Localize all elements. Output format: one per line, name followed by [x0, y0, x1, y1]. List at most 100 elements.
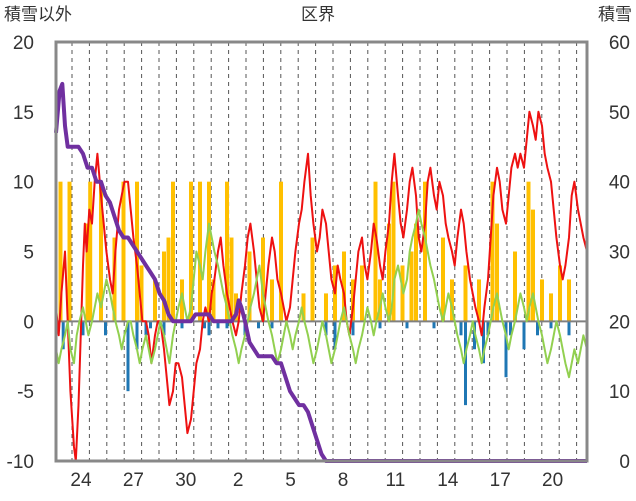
bar-yellow: [189, 181, 193, 322]
bar-yellow: [558, 265, 562, 322]
series-lines: [54, 81, 588, 463]
bar-yellow: [490, 181, 495, 322]
y-right-tick-label: 10: [609, 382, 630, 403]
bar-blue: [81, 321, 85, 336]
bar-yellow: [301, 293, 306, 322]
bar-blue: [405, 321, 409, 329]
x-tick-label: 8: [338, 470, 349, 491]
bar-yellow: [540, 279, 544, 322]
bar-yellow: [207, 181, 211, 322]
y-right-tick-label: 60: [609, 33, 630, 54]
bar-yellow: [495, 223, 499, 322]
bar-yellow: [261, 237, 265, 322]
bar-yellow: [531, 209, 535, 322]
y-right-tick-label: 30: [609, 243, 630, 264]
x-tick-label: 14: [437, 470, 459, 491]
x-tick-label: 11: [386, 470, 406, 491]
y-left-tick-label: 15: [13, 103, 34, 124]
bar-yellow: [67, 181, 72, 322]
bar-blue: [216, 321, 220, 329]
bar-blue: [333, 321, 337, 350]
bar-blue: [464, 321, 467, 406]
bar-yellow: [549, 293, 553, 322]
bar-yellow: [526, 181, 531, 322]
bar-blue: [207, 321, 211, 336]
series-line-max_temp: [55, 110, 588, 462]
bar-yellow: [342, 251, 346, 322]
bar-blue: [135, 321, 139, 350]
y-left-tick-label: -5: [17, 382, 34, 403]
bar-blue: [257, 321, 260, 329]
bar-yellow: [85, 223, 90, 322]
bar-yellow: [171, 181, 175, 322]
bar-blue: [270, 321, 274, 329]
bar-yellow: [229, 237, 234, 322]
bar-yellow: [166, 237, 171, 322]
bar-yellow: [99, 181, 103, 322]
y-left-tick-label: 5: [23, 243, 34, 264]
y-right-tick-label: 20: [609, 312, 630, 333]
bar-yellow: [360, 265, 364, 322]
x-tick-label: 24: [70, 470, 92, 491]
x-tick-label: 20: [542, 470, 563, 491]
bar-blue: [61, 321, 65, 350]
bar-blue: [104, 321, 107, 336]
bar-yellow: [450, 279, 454, 322]
bar-blue: [536, 321, 539, 336]
bar-blue: [504, 321, 508, 378]
bar-yellow: [279, 181, 283, 322]
y-left-tick-label: 20: [13, 33, 34, 54]
bar-yellow: [198, 181, 202, 322]
bars: [58, 181, 571, 406]
y-right-tick-label: 0: [619, 452, 630, 473]
bar-yellow: [409, 251, 414, 322]
bar-yellow: [414, 223, 418, 322]
x-tick-label: 30: [175, 470, 196, 491]
bar-blue: [459, 321, 463, 336]
chart-title: 区界: [301, 5, 335, 25]
bar-yellow: [225, 181, 229, 322]
x-tick-label: 17: [490, 470, 511, 491]
bar-yellow: [441, 237, 445, 322]
bar-yellow: [513, 251, 517, 322]
series-line-min_temp: [55, 208, 588, 379]
bar-blue: [378, 321, 382, 329]
right-axis-label: 積雪: [598, 5, 632, 25]
left-axis-label: 積雪以外: [4, 5, 72, 25]
bar-blue: [126, 321, 130, 392]
bar-yellow: [477, 279, 481, 322]
bar-yellow: [247, 251, 252, 322]
bar-yellow: [180, 279, 184, 322]
x-tick-label: 27: [123, 470, 144, 491]
x-tick-label: 5: [285, 470, 296, 491]
bar-blue: [149, 321, 152, 329]
bar-yellow: [139, 265, 144, 322]
y-right-tick-label: 40: [609, 173, 630, 194]
bar-blue: [567, 321, 571, 336]
bar-yellow: [153, 279, 157, 322]
bar-blue: [203, 321, 206, 329]
bar-yellow: [567, 279, 571, 322]
bar-yellow: [387, 223, 391, 322]
bar-blue: [162, 321, 166, 336]
bar-yellow: [463, 265, 468, 322]
bar-yellow: [324, 293, 328, 322]
plot-frame: [54, 40, 589, 463]
bar-blue: [324, 321, 328, 336]
bar-blue: [432, 321, 436, 329]
bar-blue: [482, 321, 485, 364]
bar-yellow: [423, 181, 427, 322]
bar-yellow: [162, 251, 166, 322]
bar-blue: [522, 321, 526, 350]
grid: [71, 42, 578, 461]
y-left-tick-label: 10: [13, 173, 34, 194]
bar-yellow: [270, 279, 274, 322]
y-left-tick-label: -10: [7, 452, 34, 473]
bar-yellow: [88, 181, 93, 322]
y-left-tick-label: 0: [23, 312, 34, 333]
bar-yellow: [373, 181, 378, 322]
bar-yellow: [211, 279, 216, 322]
bar-blue: [351, 321, 355, 336]
